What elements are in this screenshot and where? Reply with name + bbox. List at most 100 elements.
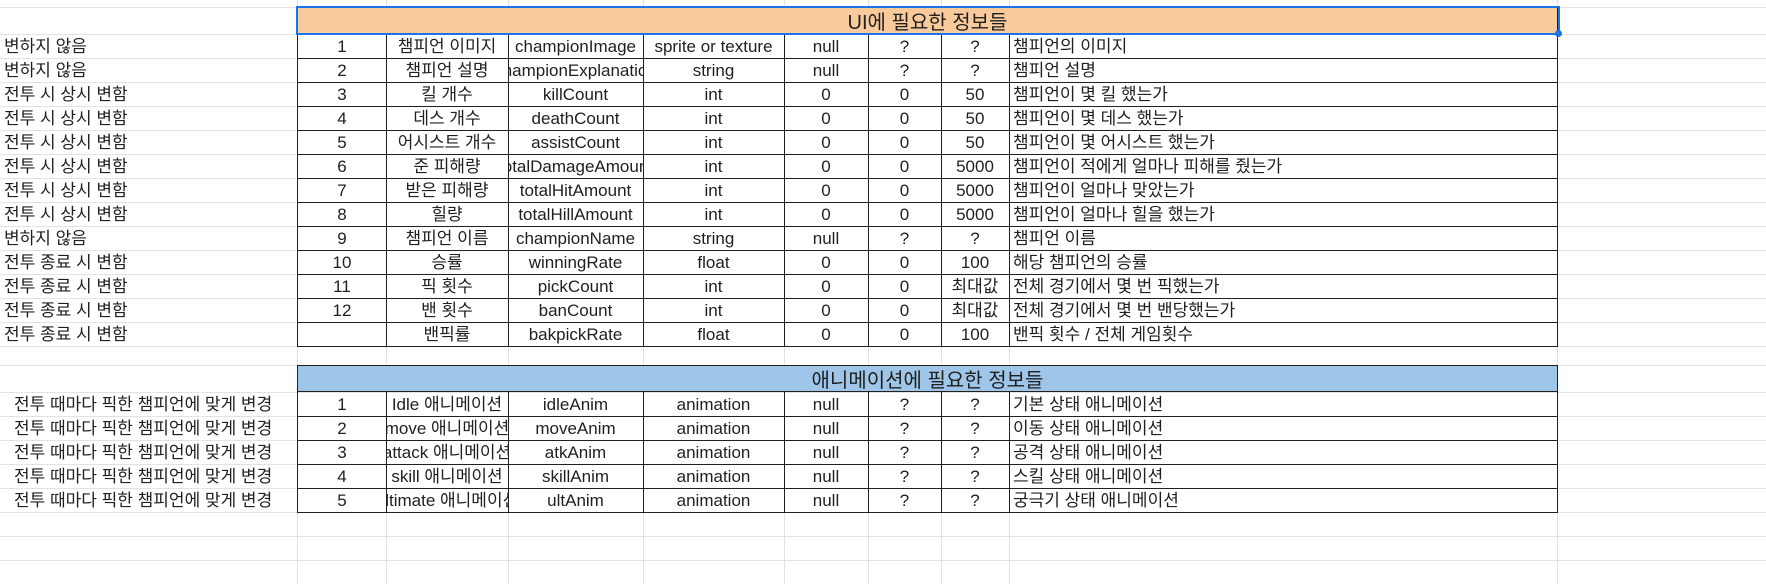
cell-min[interactable]: ? <box>868 392 942 417</box>
cell-type[interactable]: int <box>643 106 785 131</box>
cell-description[interactable]: 공격 상태 애니메이션 <box>1009 440 1558 465</box>
cell-type[interactable]: int <box>643 154 785 179</box>
cell-type[interactable]: string <box>643 226 785 251</box>
cell-min[interactable]: 0 <box>868 130 942 155</box>
cell-min[interactable]: ? <box>868 226 942 251</box>
cell-korean-name[interactable]: 밴픽률 <box>386 322 509 347</box>
cell-type[interactable]: animation <box>643 392 785 417</box>
cell-max[interactable]: 50 <box>941 130 1010 155</box>
cell-variable-name[interactable]: championImage <box>508 34 644 59</box>
cell-variable-name[interactable]: skillAnim <box>508 464 644 489</box>
cell-index[interactable]: 2 <box>297 58 387 83</box>
cell-variable-name[interactable]: assistCount <box>508 130 644 155</box>
cell-variable-name[interactable]: ultAnim <box>508 488 644 513</box>
cell-min[interactable]: ? <box>868 464 942 489</box>
cell-variable-name[interactable]: totalDamageAmount <box>508 154 644 179</box>
cell-change-note[interactable]: 전투 시 상시 변함 <box>4 180 128 200</box>
cell-type[interactable]: animation <box>643 488 785 513</box>
cell-variable-name[interactable]: atkAnim <box>508 440 644 465</box>
cell-min[interactable]: ? <box>868 58 942 83</box>
cell-index[interactable]: 3 <box>297 82 387 107</box>
cell-change-note[interactable]: 전투 때마다 픽한 챔피언에 맞게 변경 <box>14 394 273 414</box>
cell-variable-name[interactable]: moveAnim <box>508 416 644 441</box>
cell-variable-name[interactable]: championExplanation <box>508 58 644 83</box>
cell-index[interactable]: 6 <box>297 154 387 179</box>
cell-description[interactable]: 챔피언 이름 <box>1009 226 1558 251</box>
cell-variable-name[interactable]: bakpickRate <box>508 322 644 347</box>
cell-description[interactable]: 챔피언이 적에게 얼마나 피해를 줬는가 <box>1009 154 1558 179</box>
cell-korean-name[interactable]: 어시스트 개수 <box>386 130 509 155</box>
cell-change-note[interactable]: 전투 시 상시 변함 <box>4 108 128 128</box>
cell-index[interactable]: 4 <box>297 464 387 489</box>
cell-description[interactable]: 전체 경기에서 몇 번 밴당했는가 <box>1009 298 1558 323</box>
cell-default[interactable]: null <box>784 440 869 465</box>
cell-type[interactable]: sprite or texture <box>643 34 785 59</box>
cell-description[interactable]: 챔피언 설명 <box>1009 58 1558 83</box>
cell-description[interactable]: 챔피언이 얼마나 힐을 했는가 <box>1009 202 1558 227</box>
cell-type[interactable]: string <box>643 58 785 83</box>
cell-index[interactable]: 3 <box>297 440 387 465</box>
cell-variable-name[interactable]: deathCount <box>508 106 644 131</box>
cell-change-note[interactable]: 전투 종료 시 변함 <box>4 300 128 320</box>
cell-index[interactable]: 10 <box>297 250 387 275</box>
cell-default[interactable]: 0 <box>784 298 869 323</box>
cell-change-note[interactable]: 변하지 않음 <box>4 60 87 80</box>
cell-max[interactable]: 5000 <box>941 154 1010 179</box>
cell-min[interactable]: 0 <box>868 322 942 347</box>
cell-min[interactable]: 0 <box>868 298 942 323</box>
cell-min[interactable]: ? <box>868 440 942 465</box>
cell-change-note[interactable]: 전투 시 상시 변함 <box>4 204 128 224</box>
cell-change-note[interactable]: 전투 때마다 픽한 챔피언에 맞게 변경 <box>14 490 273 510</box>
cell-type[interactable]: float <box>643 322 785 347</box>
cell-type[interactable]: int <box>643 202 785 227</box>
cell-type[interactable]: animation <box>643 440 785 465</box>
cell-variable-name[interactable]: idleAnim <box>508 392 644 417</box>
cell-default[interactable]: 0 <box>784 82 869 107</box>
cell-variable-name[interactable]: totalHitAmount <box>508 178 644 203</box>
cell-default[interactable]: 0 <box>784 106 869 131</box>
cell-min[interactable]: 0 <box>868 274 942 299</box>
anim-section-header[interactable]: 애니메이션에 필요한 정보들 <box>297 365 1558 392</box>
cell-max[interactable]: 100 <box>941 250 1010 275</box>
cell-index[interactable]: 1 <box>297 392 387 417</box>
cell-korean-name[interactable]: 밴 횟수 <box>386 298 509 323</box>
cell-default[interactable]: null <box>784 416 869 441</box>
cell-max[interactable]: 100 <box>941 322 1010 347</box>
cell-variable-name[interactable]: killCount <box>508 82 644 107</box>
cell-korean-name[interactable]: 힐량 <box>386 202 509 227</box>
cell-description[interactable]: 해당 챔피언의 승률 <box>1009 250 1558 275</box>
cell-type[interactable]: int <box>643 82 785 107</box>
cell-default[interactable]: 0 <box>784 178 869 203</box>
cell-type[interactable]: int <box>643 130 785 155</box>
cell-description[interactable]: 챔피언이 몇 킬 했는가 <box>1009 82 1558 107</box>
cell-change-note[interactable]: 전투 때마다 픽한 챔피언에 맞게 변경 <box>14 418 273 438</box>
cell-min[interactable]: 0 <box>868 106 942 131</box>
cell-description[interactable]: 챔피언이 얼마나 맞았는가 <box>1009 178 1558 203</box>
cell-variable-name[interactable]: championName <box>508 226 644 251</box>
cell-description[interactable]: 밴픽 횟수 / 전체 게임횟수 <box>1009 322 1558 347</box>
cell-description[interactable]: 스킬 상태 애니메이션 <box>1009 464 1558 489</box>
cell-max[interactable]: 최대값 <box>941 298 1010 323</box>
cell-max[interactable]: ? <box>941 58 1010 83</box>
cell-max[interactable]: 50 <box>941 82 1010 107</box>
cell-description[interactable]: 챔피언이 몇 어시스트 했는가 <box>1009 130 1558 155</box>
cell-default[interactable]: 0 <box>784 202 869 227</box>
cell-description[interactable]: 궁극기 상태 애니메이션 <box>1009 488 1558 513</box>
cell-index[interactable]: 8 <box>297 202 387 227</box>
cell-max[interactable]: ? <box>941 226 1010 251</box>
cell-description[interactable]: 전체 경기에서 몇 번 픽했는가 <box>1009 274 1558 299</box>
cell-change-note[interactable]: 전투 시 상시 변함 <box>4 84 128 104</box>
cell-min[interactable]: 0 <box>868 202 942 227</box>
ui-section-header[interactable]: UI에 필요한 정보들 <box>297 7 1558 34</box>
cell-default[interactable]: 0 <box>784 250 869 275</box>
cell-index[interactable]: 11 <box>297 274 387 299</box>
cell-default[interactable]: null <box>784 34 869 59</box>
cell-korean-name[interactable]: 승률 <box>386 250 509 275</box>
cell-korean-name[interactable]: 픽 횟수 <box>386 274 509 299</box>
cell-max[interactable]: ? <box>941 488 1010 513</box>
cell-max[interactable]: ? <box>941 416 1010 441</box>
cell-default[interactable]: null <box>784 392 869 417</box>
cell-change-note[interactable]: 전투 때마다 픽한 챔피언에 맞게 변경 <box>14 442 273 462</box>
cell-variable-name[interactable]: banCount <box>508 298 644 323</box>
cell-variable-name[interactable]: totalHillAmount <box>508 202 644 227</box>
